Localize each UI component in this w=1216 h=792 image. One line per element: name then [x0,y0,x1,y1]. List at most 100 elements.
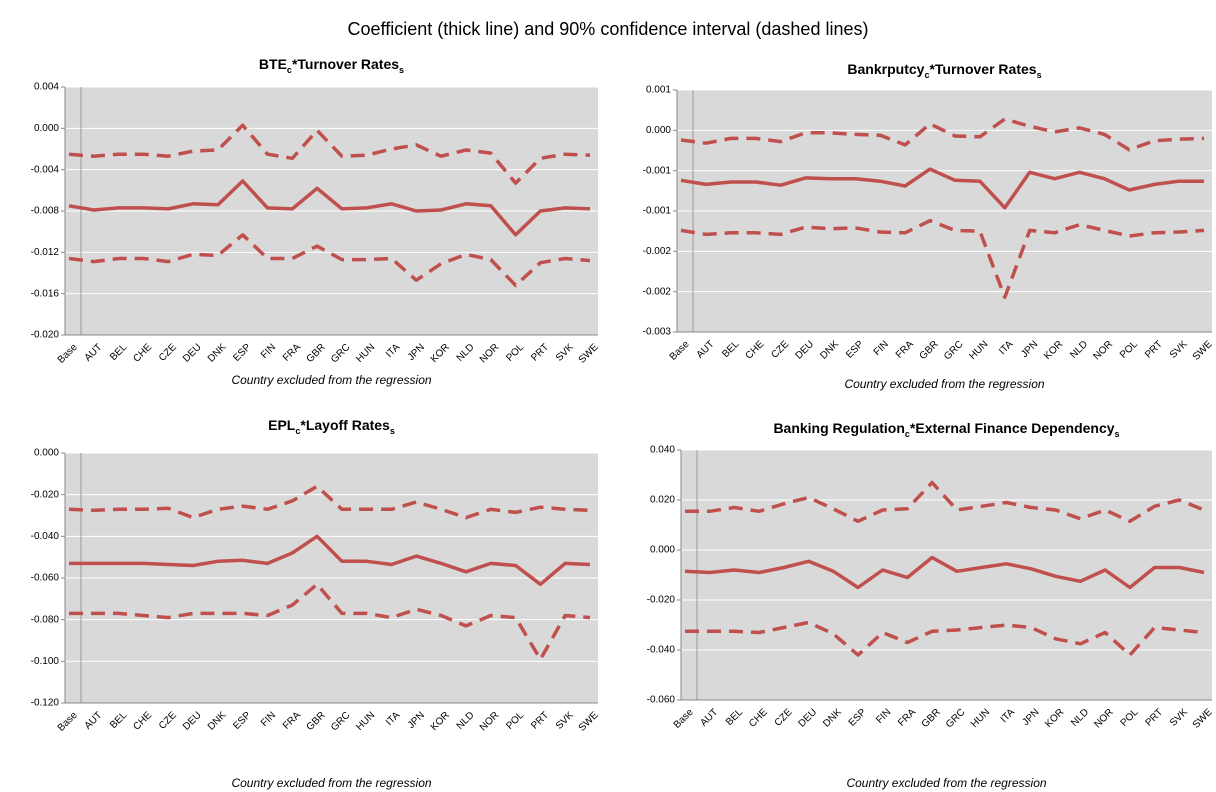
x-tick-label: GBR [305,342,328,365]
x-tick-label: CHE [131,710,154,733]
x-tick-label: DEU [793,339,816,362]
x-tick-label: GBR [305,710,328,733]
x-tick-label: HUN [354,342,377,365]
title-text: *Turnover Rates [292,56,399,72]
x-axis-label: Country excluded from the regression [231,776,431,790]
x-tick-label: ITA [384,342,402,360]
x-tick-label: PRT [1143,339,1165,361]
x-tick-label: ITA [997,339,1015,357]
x-tick-label: DNK [206,710,229,733]
x-tick-label: KOR [1042,339,1065,362]
x-tick-label: FRA [281,710,303,732]
x-axis-label: Country excluded from the regression [846,776,1046,790]
x-tick-label: AUT [83,710,105,732]
x-tick-label: BEL [108,710,129,731]
confidence-line [68,123,591,185]
y-tick-label: 0.000 [34,448,59,459]
x-tick-label: FRA [896,707,918,729]
x-tick-label: CZE [157,342,179,364]
x-tick-label: DNK [818,339,841,362]
y-tick-label: 0.020 [650,495,675,506]
x-tick-label: ITA [999,707,1017,725]
y-tick-label: 0.000 [650,545,675,556]
x-tick-label: GBR [920,707,943,730]
coefficient-line [680,167,1204,210]
x-tick-label: SVK [554,342,576,364]
x-tick-label: KOR [429,710,452,733]
x-tick-label: CHE [747,707,770,730]
x-tick-label: HUN [967,339,990,362]
y-tick-label: 0.001 [646,85,671,96]
x-axis-label: Country excluded from the regression [844,377,1044,391]
y-tick-label: 0.040 [650,445,675,456]
x-tick-label: SVK [554,710,576,732]
plot-area [681,450,1212,700]
title-subscript: s [399,65,404,75]
x-tick-label: FIN [874,707,893,726]
confidence-line [680,218,1205,300]
title-text: Banking Regulation [773,420,904,436]
x-tick-label: CHE [131,342,154,365]
x-tick-label: BEL [720,339,741,360]
x-tick-label: NLD [1068,339,1090,361]
x-tick-label: JPN [406,710,427,731]
x-tick-label: POL [504,710,526,732]
x-tick-label: SVK [1168,339,1190,361]
x-tick-label: SWE [577,710,601,734]
x-tick-label: DEU [181,710,204,733]
x-tick-label: JPN [1019,339,1040,360]
chart-title: Banking Regulationc*External Finance Dep… [773,420,1119,439]
title-subscript: s [1037,70,1042,80]
x-tick-label: FIN [259,710,278,729]
coefficient-line [684,555,1205,590]
x-tick-label: CZE [773,707,795,729]
title-text: EPL [268,417,296,433]
y-tick-label: -0.008 [31,206,60,217]
x-tick-label: NLD [455,710,477,732]
x-tick-label: JPN [1021,707,1042,728]
x-tick-label: NOR [478,342,502,366]
x-tick-label: AUT [83,342,105,364]
x-tick-label: Base [56,342,80,366]
x-tick-label: DEU [181,342,204,365]
y-tick-label: -0.040 [647,645,676,656]
x-tick-label: GRC [329,710,353,734]
x-tick-label: PRT [1143,707,1165,729]
y-tick-label: -0.060 [647,695,676,706]
y-tick-label: -0.002 [643,246,672,257]
x-tick-label: POL [504,342,526,364]
x-tick-label: GBR [918,339,941,362]
x-tick-label: FIN [259,342,278,361]
coefficient-line [68,179,591,237]
chart-title: Bankrputcyc*Turnover Ratess [847,61,1041,80]
title-text: Bankrputcy [847,61,924,77]
title-subscript: c [287,65,292,75]
y-tick-label: -0.001 [643,165,672,176]
confidence-line [69,582,591,662]
y-tick-label: -0.020 [31,489,60,500]
y-tick-label: -0.004 [31,164,60,175]
y-tick-label: -0.020 [31,330,60,341]
y-tick-label: -0.060 [31,573,60,584]
title-subscript: c [295,426,300,436]
x-tick-label: KOR [1043,707,1066,730]
figure-title: Coefficient (thick line) and 90% confide… [348,19,869,39]
x-tick-label: PRT [529,342,551,364]
title-subscript: c [905,429,910,439]
y-tick-label: -0.012 [31,247,60,258]
y-tick-label: -0.003 [643,327,672,338]
x-tick-label: CHE [744,339,767,362]
x-tick-label: DNK [821,707,844,730]
x-tick-label: NOR [478,710,502,734]
confidence-line [680,117,1205,152]
confidence-line [685,480,1205,524]
x-tick-label: Base [672,707,696,731]
x-tick-label: CZE [157,710,179,732]
y-tick-label: 0.000 [646,125,671,136]
x-tick-label: PRT [529,710,551,732]
x-tick-label: ESP [844,339,866,361]
y-tick-label: -0.001 [643,206,672,217]
x-tick-label: NOR [1092,707,1116,731]
x-tick-label: FRA [281,342,303,364]
